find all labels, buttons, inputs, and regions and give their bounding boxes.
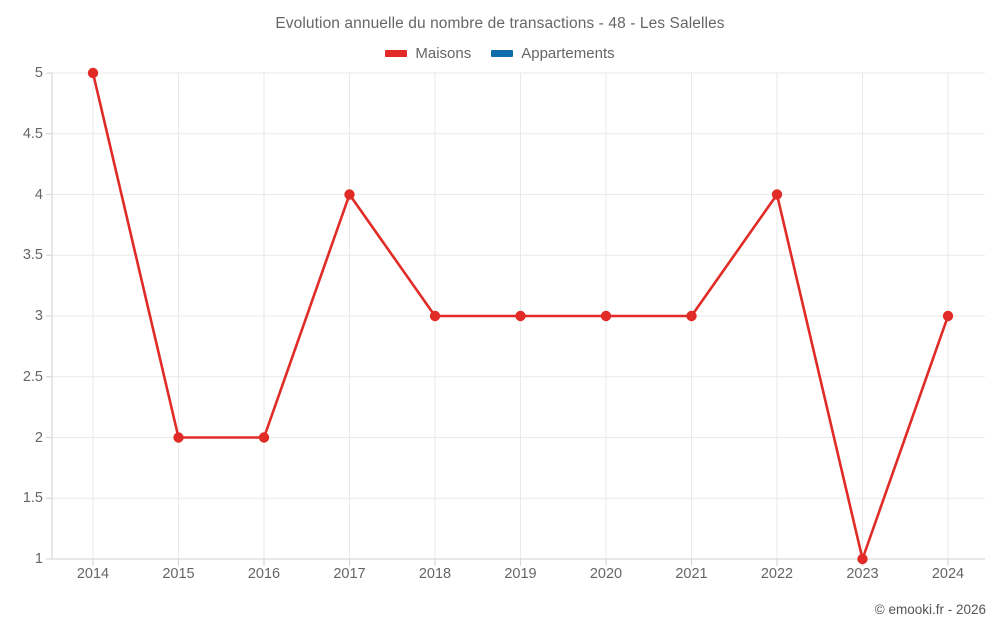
x-axis-tick-label: 2023 <box>846 566 879 582</box>
legend-item-appartements[interactable]: Appartements <box>491 45 615 62</box>
x-axis-tick-label: 2017 <box>333 566 366 582</box>
x-axis-tick-label: 2019 <box>504 566 537 582</box>
data-point[interactable] <box>258 432 270 443</box>
data-point[interactable] <box>771 189 783 200</box>
data-point[interactable] <box>942 310 954 322</box>
legend-swatch-maisons-icon <box>385 50 408 57</box>
data-point[interactable] <box>686 310 697 322</box>
data-point[interactable] <box>344 189 355 200</box>
footer-credit: © emooki.fr - 2026 <box>874 602 986 617</box>
data-point[interactable] <box>429 310 441 322</box>
data-point[interactable] <box>173 432 184 443</box>
x-axis-tick-label: 2021 <box>675 566 708 582</box>
y-axis-tick-label: 4.5 <box>22 125 43 142</box>
x-axis-tick-label: 2020 <box>589 566 623 582</box>
x-axis-tick-label: 2014 <box>76 566 110 582</box>
x-axis-tick-label: 2022 <box>760 566 794 582</box>
data-point[interactable] <box>857 553 868 565</box>
y-axis-tick-label: 2 <box>34 429 43 446</box>
x-axis-tick-label: 2018 <box>418 566 452 582</box>
y-axis-labels: 1 1.5 2 2.5 3 3.5 4 4.5 5 <box>0 0 43 625</box>
y-axis-tick-label: 3 <box>34 308 43 324</box>
y-axis-tick-label: 5 <box>34 65 43 81</box>
data-point[interactable] <box>600 310 612 322</box>
x-axis-tick-label: 2016 <box>247 566 281 582</box>
data-point[interactable] <box>515 310 526 322</box>
legend-label-appartements: Appartements <box>521 45 615 62</box>
y-axis-tick-label: 2.5 <box>22 368 43 385</box>
chart-legend: Maisons Appartements <box>0 45 1000 62</box>
x-axis-tick-label: 2024 <box>931 566 965 582</box>
legend-swatch-appartements-icon <box>491 50 514 57</box>
y-axis-tick-label: 1 <box>34 551 43 567</box>
data-point[interactable] <box>87 67 99 79</box>
legend-label-maisons: Maisons <box>415 45 472 62</box>
chart-title: Evolution annuelle du nombre de transact… <box>275 15 725 32</box>
y-axis-tick-label: 4 <box>34 186 43 203</box>
y-axis-tick-label: 1.5 <box>22 490 43 507</box>
y-axis-tick-label: 3.5 <box>22 247 43 264</box>
legend-item-maisons[interactable]: Maisons <box>385 45 471 62</box>
x-axis-tick-label: 2015 <box>162 566 195 582</box>
